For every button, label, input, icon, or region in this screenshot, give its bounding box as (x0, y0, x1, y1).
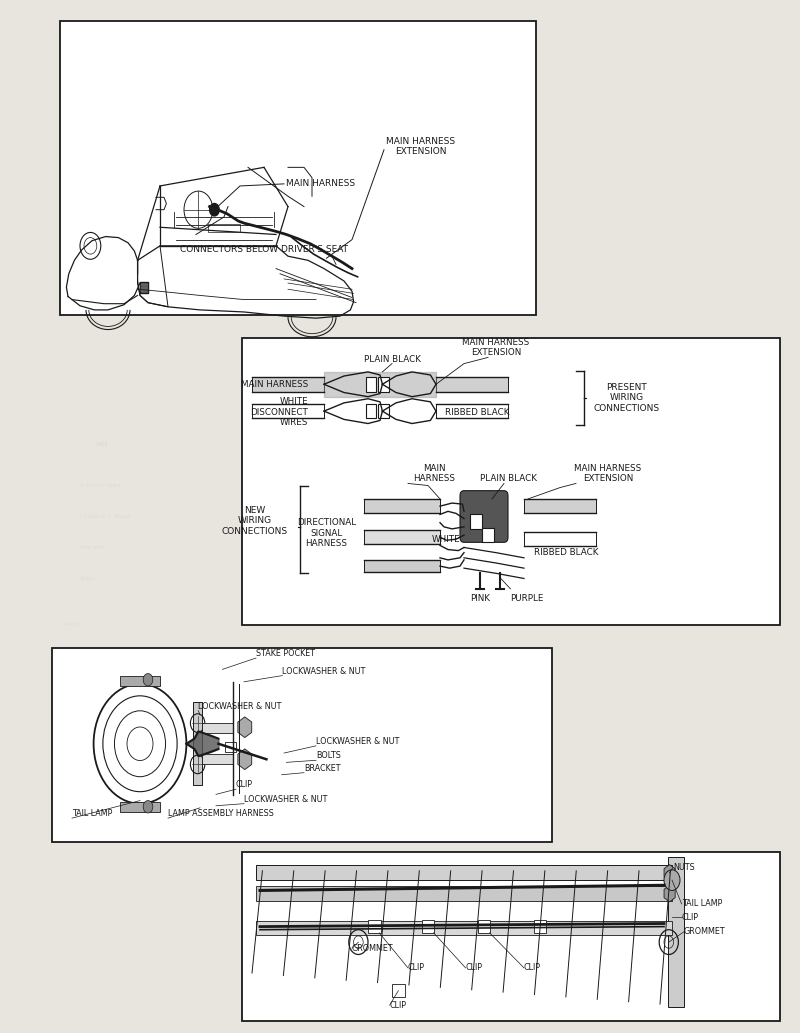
Text: CLIP: CLIP (390, 1001, 406, 1009)
FancyBboxPatch shape (460, 491, 508, 542)
Circle shape (143, 674, 153, 686)
Text: PLAIN BLACK: PLAIN BLACK (363, 354, 421, 364)
Text: LOCKWASHER & NUT: LOCKWASHER & NUT (244, 794, 327, 804)
Circle shape (210, 204, 219, 216)
FancyBboxPatch shape (242, 852, 780, 1021)
Bar (202, 723, 233, 733)
Bar (668, 857, 684, 1007)
Text: MAIN HARNESS
EXTENSION: MAIN HARNESS EXTENSION (386, 137, 455, 156)
Bar (120, 676, 160, 686)
Bar (392, 984, 405, 997)
FancyBboxPatch shape (242, 338, 780, 625)
Bar (364, 530, 440, 544)
Text: STAKE POCKET: STAKE POCKET (256, 649, 315, 658)
Text: MAIN
HARNESS: MAIN HARNESS (414, 464, 455, 483)
Bar (524, 499, 596, 513)
Text: MAIN HARNESS: MAIN HARNESS (241, 380, 308, 388)
Bar (202, 754, 233, 764)
Bar (193, 702, 202, 785)
Text: wilt: wilt (96, 441, 109, 447)
Bar (366, 404, 376, 418)
Text: MAIN HARNESS
EXTENSION: MAIN HARNESS EXTENSION (574, 464, 642, 483)
Text: MAIN HARNESS
EXTENSION: MAIN HARNESS EXTENSION (462, 338, 530, 357)
Text: TAIL LAMP: TAIL LAMP (72, 809, 112, 818)
Text: LOCKWASHER & NUT: LOCKWASHER & NUT (282, 666, 366, 676)
Bar (534, 920, 546, 933)
Text: MAIN HARNESS: MAIN HARNESS (286, 180, 354, 188)
Text: ation: ation (80, 576, 96, 581)
Bar (378, 404, 389, 418)
Text: CLIP: CLIP (236, 780, 253, 789)
Text: RIBBED BLACK: RIBBED BLACK (445, 408, 510, 416)
Bar (524, 532, 596, 546)
Text: CONNECTORS BELOW DRIVER'S SEAT: CONNECTORS BELOW DRIVER'S SEAT (180, 246, 348, 254)
Text: a found road: a found road (80, 483, 120, 488)
Text: DIRECTIONAL
SIGNAL
HARNESS: DIRECTIONAL SIGNAL HARNESS (297, 519, 356, 547)
Bar (252, 377, 324, 392)
Bar (366, 377, 376, 392)
Text: PLAIN BLACK: PLAIN BLACK (479, 474, 537, 483)
Text: clip size: clip size (80, 545, 105, 550)
Text: WHITE: WHITE (431, 535, 460, 543)
Text: NUTS: NUTS (673, 864, 694, 872)
Text: WHITE
DISCONNECT
WIRES: WHITE DISCONNECT WIRES (250, 398, 308, 427)
Text: RIBBED BLACK: RIBBED BLACK (534, 549, 599, 557)
Text: PINK: PINK (470, 594, 490, 603)
Bar (364, 560, 440, 572)
Bar (256, 886, 672, 901)
FancyBboxPatch shape (52, 648, 552, 842)
Text: TAIL LAMP: TAIL LAMP (682, 900, 722, 908)
Bar (378, 377, 389, 392)
Text: PURPLE: PURPLE (510, 594, 544, 603)
Text: LAMP ASSEMBLY HARNESS: LAMP ASSEMBLY HARNESS (168, 809, 274, 818)
Bar (436, 404, 508, 418)
Bar (478, 920, 490, 933)
Text: CLIP: CLIP (466, 964, 482, 972)
Bar (120, 802, 160, 812)
Bar (470, 514, 482, 529)
Circle shape (143, 801, 153, 813)
Bar (256, 865, 672, 880)
Text: CLIP: CLIP (408, 964, 425, 972)
Bar (436, 377, 508, 392)
Text: PRESENT
WIRING
CONNECTIONS: PRESENT WIRING CONNECTIONS (594, 383, 660, 412)
Polygon shape (140, 282, 148, 293)
Text: BRACKET: BRACKET (304, 763, 341, 773)
Text: CLIP: CLIP (682, 913, 698, 921)
Text: GROMMET: GROMMET (684, 928, 726, 936)
Text: NEW
WIRING
CONNECTIONS: NEW WIRING CONNECTIONS (222, 506, 288, 535)
Text: BOLTS: BOLTS (316, 751, 341, 760)
Bar (208, 224, 240, 232)
Bar (368, 920, 381, 933)
Bar (364, 499, 440, 513)
Bar (422, 920, 434, 933)
Text: ation: ation (64, 623, 80, 627)
Text: CLIP: CLIP (524, 964, 541, 972)
Text: GROMMET: GROMMET (352, 944, 394, 952)
Bar (252, 404, 324, 418)
Text: LOCKWASHER & NUT: LOCKWASHER & NUT (198, 701, 282, 711)
Circle shape (664, 870, 680, 890)
Text: LOCKWASHER & NUT: LOCKWASHER & NUT (316, 737, 399, 746)
Bar (225, 742, 236, 752)
Bar (256, 921, 672, 935)
Text: I collect + share: I collect + share (80, 514, 131, 519)
FancyBboxPatch shape (60, 21, 536, 315)
Bar (482, 528, 494, 542)
